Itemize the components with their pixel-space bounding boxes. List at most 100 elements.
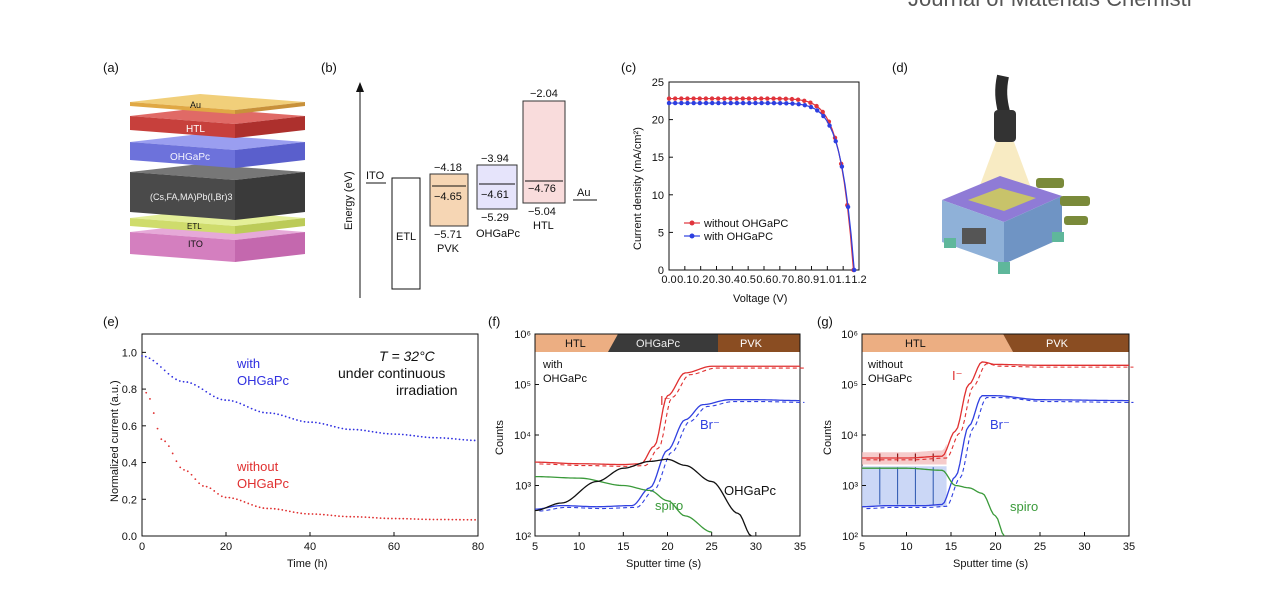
etl-box-label: ETL — [396, 231, 416, 243]
jv-point — [672, 96, 678, 101]
y-tick-label: 5 — [658, 227, 664, 239]
htl-layer-top — [130, 108, 305, 124]
f-profile-2 — [534, 475, 712, 533]
decay-point-1 — [190, 473, 193, 476]
decay-point-1 — [375, 516, 378, 519]
jv-point — [795, 97, 801, 102]
decay-point-0 — [190, 382, 193, 385]
y-tick-label: 10³ — [842, 481, 858, 493]
x-tick-label: 80 — [472, 541, 484, 553]
decay-point-0 — [345, 428, 348, 430]
x-tick-label: 60 — [388, 541, 400, 553]
htl-lumo-label: −2.04 — [530, 88, 558, 100]
x-tick-label: 35 — [1123, 541, 1135, 553]
decay-point-1 — [353, 515, 355, 518]
jv-point — [808, 100, 813, 105]
etl-layer-front — [130, 218, 235, 234]
jv-point — [833, 139, 838, 144]
decay-point-1 — [322, 513, 325, 516]
decay-point-0 — [303, 420, 306, 423]
panel-f-ylabel: Counts — [494, 420, 506, 455]
decay-point-1 — [394, 517, 397, 520]
jv-point — [852, 267, 857, 273]
decay-point-0 — [394, 433, 397, 435]
decay-point-0 — [194, 383, 196, 386]
x-tick-label: 25 — [706, 541, 718, 553]
htl-band-label: HTL — [565, 338, 586, 350]
decay-point-0 — [152, 359, 155, 362]
decay-point-0 — [439, 436, 442, 439]
decay-point-1 — [254, 505, 257, 508]
decay-point-0 — [356, 428, 359, 431]
decay-point-1 — [167, 445, 170, 448]
connector-1 — [1036, 178, 1064, 188]
decay-point-1 — [387, 517, 390, 520]
decay-point-0 — [216, 397, 219, 400]
panel-c-ylabel: Current density (mA/cm²) — [632, 127, 644, 250]
without-label-line2: OHGaPc — [237, 476, 290, 491]
etl-box — [391, 177, 421, 290]
decay-point-1 — [164, 440, 167, 443]
panel-g-ylabel: Counts — [822, 420, 834, 455]
decay-point-0 — [473, 439, 476, 442]
x-tick-label: 10 — [573, 541, 585, 553]
decay-point-1 — [440, 518, 442, 521]
decay-point-1 — [292, 511, 295, 514]
decay-point-0 — [167, 372, 170, 375]
jv-point — [759, 100, 764, 106]
y-tick-label: 1.0 — [122, 347, 137, 359]
y-tick-label: 10⁶ — [514, 329, 531, 341]
decay-point-0 — [401, 433, 404, 436]
htl-layer-side — [235, 116, 305, 138]
ohgapc-layer-top — [130, 134, 305, 150]
decay-point-0 — [235, 401, 238, 404]
jv-point — [777, 100, 783, 106]
panel-c-xlabel: Voltage (V) — [733, 293, 787, 305]
chamber-side — [1004, 196, 1062, 264]
decay-point-0 — [454, 438, 457, 440]
decay-point-0 — [141, 355, 143, 357]
chamber-foot-2 — [998, 262, 1010, 274]
decay-point-1 — [379, 517, 382, 520]
pvk-band-label: PVK — [1046, 338, 1069, 350]
x-tick-label: 25 — [1034, 541, 1046, 553]
panel-a: (a) ITO ETL (Cs,FA,MA)Pb(I,Br)3 OHGaPc H… — [103, 60, 305, 262]
decay-point-1 — [175, 460, 178, 463]
with-label-line2: OHGaPc — [237, 373, 290, 388]
light-source-head — [994, 110, 1016, 142]
decay-point-1 — [273, 507, 276, 510]
decay-point-0 — [280, 414, 283, 417]
y-tick-label: 0.4 — [122, 458, 137, 470]
decay-point-1 — [228, 496, 231, 499]
decay-point-0 — [250, 407, 253, 410]
y-tick-label: 10² — [842, 531, 858, 543]
decay-point-0 — [265, 412, 268, 414]
decay-point-1 — [258, 506, 261, 509]
decay-point-0 — [375, 431, 378, 434]
g-profile-dashed-0 — [866, 363, 1134, 461]
x-tick-label: 5 — [532, 541, 538, 553]
pvk-band — [718, 334, 800, 352]
with-label-line1: with — [236, 356, 260, 371]
jv-point — [845, 204, 851, 210]
decay-point-0 — [182, 380, 185, 383]
x-tick-label: 0.8 — [788, 274, 803, 286]
jv-point — [740, 96, 745, 101]
decay-point-1 — [341, 515, 344, 518]
decay-point-0 — [246, 406, 249, 408]
decay-point-1 — [152, 412, 155, 414]
au-layer-front — [130, 102, 235, 114]
decay-point-1 — [413, 518, 416, 520]
panel-f-tag-line2: OHGaPc — [543, 373, 588, 385]
jv-point — [691, 100, 696, 106]
jv-point — [709, 96, 715, 101]
panel-d-label: (d) — [892, 60, 908, 75]
decay-point-0 — [409, 434, 412, 437]
decay-point-1 — [270, 507, 272, 510]
decay-point-1 — [262, 507, 265, 509]
decay-point-1 — [459, 518, 461, 521]
temperature-annotation: T = 32°C — [379, 348, 436, 364]
x-tick-label: 0.3 — [709, 274, 724, 286]
panel-g-spiro-label: spiro — [1010, 499, 1038, 514]
y-tick-label: 10⁴ — [841, 430, 858, 442]
